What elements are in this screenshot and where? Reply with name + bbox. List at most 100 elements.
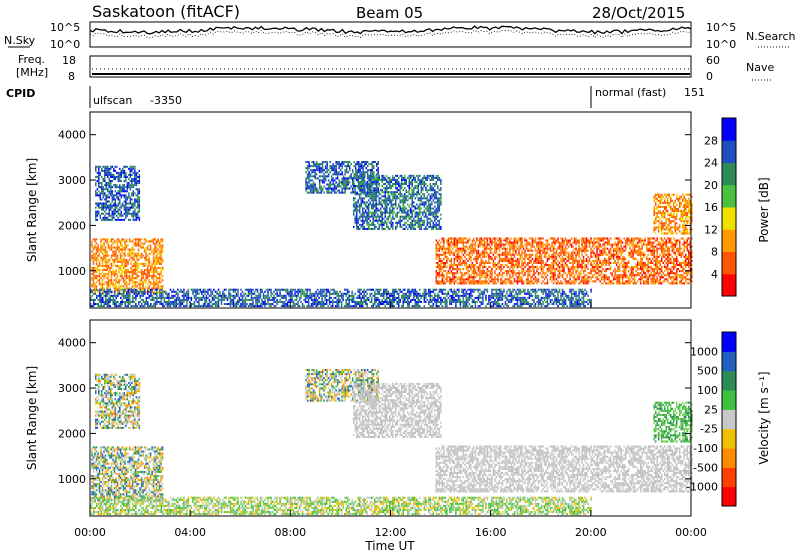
- power-cell: [324, 167, 327, 170]
- power-cell: [96, 210, 99, 213]
- cpid-row: CPID ulfscan -3350 normal (fast) 151: [6, 86, 705, 108]
- power-cell: [390, 180, 393, 184]
- power-cell: [100, 264, 102, 267]
- power-cell: [106, 252, 108, 255]
- power-cell: [537, 268, 540, 271]
- power-cell: [132, 218, 135, 221]
- power-cell: [97, 254, 99, 257]
- power-cell: [372, 219, 374, 222]
- power-cell: [375, 217, 377, 220]
- power-cell: [160, 240, 162, 243]
- power-cell: [417, 213, 420, 216]
- power-cell: [564, 261, 567, 264]
- power-cell: [129, 165, 132, 168]
- power-cell: [638, 247, 640, 250]
- power-cell: [108, 167, 111, 170]
- power-cell: [432, 227, 435, 230]
- power-cell: [161, 246, 164, 249]
- power-cell: [117, 190, 120, 193]
- power-cell: [479, 237, 481, 240]
- power-cell: [102, 194, 105, 197]
- power-cell: [435, 274, 438, 277]
- power-cell: [131, 167, 133, 170]
- power-cell: [96, 218, 99, 221]
- power-cell: [405, 178, 408, 181]
- power-cell: [103, 273, 105, 276]
- power-cell: [581, 253, 583, 256]
- power-cell: [609, 243, 612, 246]
- power-cell: [145, 268, 147, 272]
- power-cell: [561, 263, 564, 267]
- power-cell: [498, 253, 501, 256]
- power-cell: [149, 268, 152, 272]
- power-cell: [414, 178, 417, 181]
- power-cell: [533, 282, 535, 285]
- power-cell: [146, 283, 149, 286]
- power-cell: [633, 237, 636, 240]
- power-cell: [105, 173, 108, 176]
- power-cell: [126, 210, 129, 213]
- power-cell: [543, 243, 546, 246]
- power-cell: [94, 258, 96, 261]
- power-cell: [108, 196, 111, 199]
- power-cell: [539, 245, 541, 248]
- power-cell: [414, 215, 417, 218]
- power-cell: [372, 197, 374, 200]
- power-cell: [367, 174, 370, 177]
- power-cell: [410, 203, 412, 206]
- power-cell: [138, 188, 141, 191]
- power-cell: [582, 257, 585, 260]
- power-cell: [137, 258, 140, 261]
- power-cell: [438, 199, 441, 202]
- power-cell: [414, 207, 417, 210]
- power-cell: [552, 266, 555, 269]
- power-cell: [530, 270, 532, 273]
- power-cell: [312, 165, 315, 168]
- power-cell: [578, 282, 580, 285]
- power-cell: [458, 268, 460, 271]
- power-cell: [425, 176, 427, 179]
- power-cell: [492, 263, 495, 267]
- power-cell: [581, 276, 583, 279]
- power-cell: [358, 193, 361, 196]
- power-cell: [434, 185, 436, 188]
- power-cell: [564, 257, 567, 260]
- power-cell: [456, 241, 459, 244]
- power-cell: [423, 219, 426, 222]
- power-cell: [91, 283, 93, 286]
- power-cell: [503, 251, 505, 254]
- power-cell: [381, 213, 383, 216]
- power-cell: [413, 174, 415, 177]
- power-cell: [624, 263, 627, 267]
- power-cell: [468, 251, 471, 254]
- power-cell: [95, 242, 98, 245]
- power-cell: [416, 207, 418, 210]
- power-cell: [459, 282, 462, 285]
- power-cell: [542, 237, 544, 240]
- power-cell: [438, 176, 441, 179]
- power-cell: [105, 171, 108, 174]
- power-cell: [113, 212, 115, 215]
- power-cell: [422, 183, 424, 186]
- power-cell: [632, 253, 634, 256]
- power-cell: [521, 272, 523, 275]
- power-cell: [363, 215, 365, 218]
- power-cell: [456, 263, 459, 267]
- power-cell: [599, 237, 601, 240]
- power-cell: [363, 219, 365, 222]
- power-cell: [536, 251, 538, 254]
- power-cell: [546, 243, 549, 246]
- power-cell: [507, 272, 510, 275]
- power-cell: [591, 249, 594, 252]
- power-cell: [494, 237, 496, 240]
- power-cell: [449, 263, 451, 267]
- power-cell: [142, 287, 144, 290]
- power-cell: [614, 270, 616, 273]
- power-cell: [148, 287, 150, 290]
- power-cell: [590, 255, 592, 258]
- power-cell: [126, 202, 129, 205]
- power-cell: [157, 252, 159, 255]
- power-cell: [453, 280, 456, 283]
- power-cell: [160, 285, 162, 288]
- power-cell: [137, 264, 140, 267]
